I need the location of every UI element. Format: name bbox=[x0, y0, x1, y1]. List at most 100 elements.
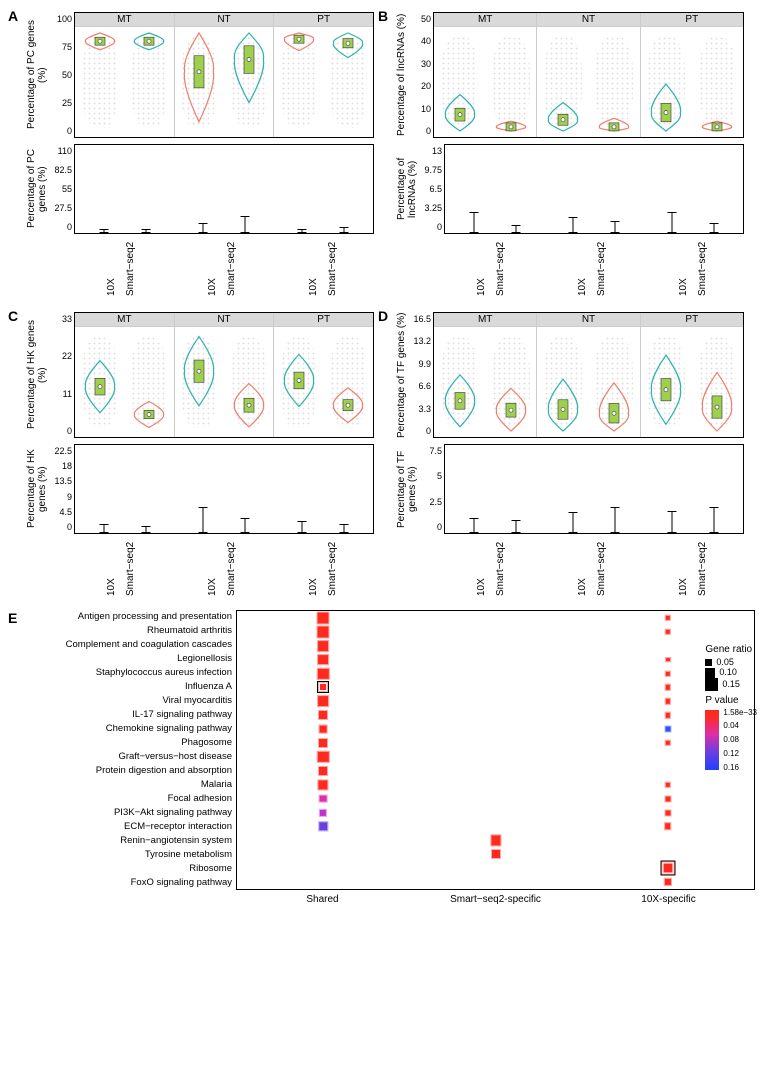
pathway-dot bbox=[318, 710, 328, 720]
violin bbox=[276, 331, 321, 433]
xlabel: Smart−seq2 bbox=[697, 234, 708, 296]
error-bar bbox=[473, 212, 474, 233]
violin bbox=[177, 331, 222, 433]
error-bar bbox=[714, 223, 715, 233]
facet-strip: NT bbox=[537, 13, 639, 27]
error-bar bbox=[145, 526, 146, 533]
row-CD: CPercentage of HK genes (%)3322110MTNTPT… bbox=[8, 308, 755, 600]
pathway-dot bbox=[664, 795, 671, 802]
dot-plot bbox=[236, 610, 755, 890]
legend-size-item: 0.10 bbox=[705, 667, 757, 678]
facet-plot bbox=[274, 327, 373, 437]
bars-area bbox=[444, 144, 744, 234]
legend-title: Gene ratio bbox=[705, 644, 757, 655]
xlabel: Smart−seq2 bbox=[596, 534, 607, 596]
ylabel-bot: Percentage of PC genes (%) bbox=[26, 144, 48, 234]
bar-facet bbox=[544, 445, 643, 533]
facet-strip: MT bbox=[434, 13, 536, 27]
facet-plot bbox=[434, 327, 536, 437]
error-bar bbox=[103, 229, 104, 233]
bar-row: Percentage of TF genes (%)7.552.50 bbox=[396, 444, 744, 534]
facet: PT bbox=[274, 13, 373, 137]
pathway-label: Complement and coagulation cascades bbox=[26, 638, 236, 652]
xlabel: 10X bbox=[207, 234, 218, 296]
error-bar bbox=[614, 507, 615, 533]
error-bar bbox=[572, 217, 573, 233]
panelE-xlabels: SharedSmart−seq2-specific10X-specific bbox=[236, 890, 755, 905]
facet: MT bbox=[434, 313, 537, 437]
pathway-label: FoxO signaling pathway bbox=[26, 876, 236, 890]
facet-plot bbox=[641, 27, 743, 137]
pathway-dot bbox=[665, 782, 671, 788]
pathway-dot bbox=[319, 794, 328, 803]
violin bbox=[276, 31, 321, 133]
facet-strip: PT bbox=[274, 13, 373, 27]
xlabel: Smart−seq2 bbox=[125, 234, 136, 296]
ylabel-bot: Percentage of lncRNAs (%) bbox=[396, 144, 418, 234]
pathway-dot bbox=[317, 667, 329, 679]
ylabel-top: Percentage of lncRNAs (%) bbox=[396, 12, 407, 138]
violin bbox=[539, 31, 586, 133]
pathway-dot bbox=[665, 698, 671, 704]
error-bar bbox=[302, 229, 303, 233]
error-bar bbox=[244, 518, 245, 533]
error-bar bbox=[344, 227, 345, 233]
xlabel: Smart−seq2 bbox=[226, 534, 237, 596]
xlabels: 10XSmart−seq210XSmart−seq210XSmart−seq2 bbox=[440, 534, 744, 596]
xlabel: 10X bbox=[678, 234, 689, 296]
xlabel: Smart−seq2 bbox=[125, 534, 136, 596]
facets-top: MTNTPT bbox=[433, 312, 744, 438]
pathway-dot bbox=[318, 682, 328, 692]
xlabels: 10XSmart−seq210XSmart−seq210XSmart−seq2 bbox=[70, 234, 374, 296]
bars-area bbox=[444, 444, 744, 534]
pathway-label: Influenza A bbox=[26, 680, 236, 694]
violin bbox=[694, 31, 741, 133]
violin-row: Percentage of TF genes (%)16.513.29.96.6… bbox=[396, 312, 744, 438]
facet: NT bbox=[175, 13, 275, 137]
violin bbox=[487, 331, 534, 433]
bar-facet bbox=[644, 445, 743, 533]
violin bbox=[226, 331, 271, 433]
facet: NT bbox=[537, 313, 640, 437]
pathway-dot bbox=[317, 640, 329, 652]
ylabel-top: Percentage of TF genes (%) bbox=[396, 312, 407, 438]
pathway-dot bbox=[491, 849, 501, 859]
error-bar bbox=[145, 229, 146, 233]
pathway-label: Focal adhesion bbox=[26, 792, 236, 806]
pathway-dot bbox=[665, 684, 671, 690]
pathway-label: Legionellosis bbox=[26, 652, 236, 666]
violin bbox=[126, 331, 171, 433]
pathway-dot bbox=[665, 615, 671, 621]
yticks-bot: 7.552.50 bbox=[418, 444, 444, 534]
facets-top: MTNTPT bbox=[74, 312, 374, 438]
pathway-dot bbox=[665, 629, 671, 635]
pathway-label: Staphylococcus aureus infection bbox=[26, 666, 236, 680]
facet-strip: PT bbox=[641, 13, 743, 27]
violin bbox=[436, 331, 483, 433]
facet-strip: PT bbox=[641, 313, 743, 327]
xlabels: 10XSmart−seq210XSmart−seq210XSmart−seq2 bbox=[70, 534, 374, 596]
pathway-label: ECM−receptor interaction bbox=[26, 820, 236, 834]
facet-strip: NT bbox=[175, 13, 274, 27]
xlabel: 10X bbox=[577, 234, 588, 296]
pathway-label: Malaria bbox=[26, 778, 236, 792]
panel-label: A bbox=[8, 8, 18, 24]
pathway-dot bbox=[317, 695, 329, 707]
facet-strip: NT bbox=[537, 313, 639, 327]
pathway-dot bbox=[317, 751, 329, 763]
panelE-body: Antigen processing and presentationRheum… bbox=[26, 610, 755, 890]
pathway-label: Ribosome bbox=[26, 862, 236, 876]
error-bar bbox=[614, 221, 615, 233]
xlabel: Smart−seq2 bbox=[495, 534, 506, 596]
pathway-label: Protein digestion and absorption bbox=[26, 764, 236, 778]
error-bar bbox=[572, 512, 573, 533]
pathway-label: Tyrosine metabolism bbox=[26, 848, 236, 862]
violin bbox=[591, 331, 638, 433]
xlabel: 10X bbox=[678, 534, 689, 596]
facet: NT bbox=[537, 13, 640, 137]
pathway-dot bbox=[665, 657, 671, 663]
pathway-label: IL-17 signaling pathway bbox=[26, 708, 236, 722]
error-bar bbox=[473, 518, 474, 533]
pathway-dot bbox=[664, 726, 671, 733]
violin bbox=[326, 331, 371, 433]
